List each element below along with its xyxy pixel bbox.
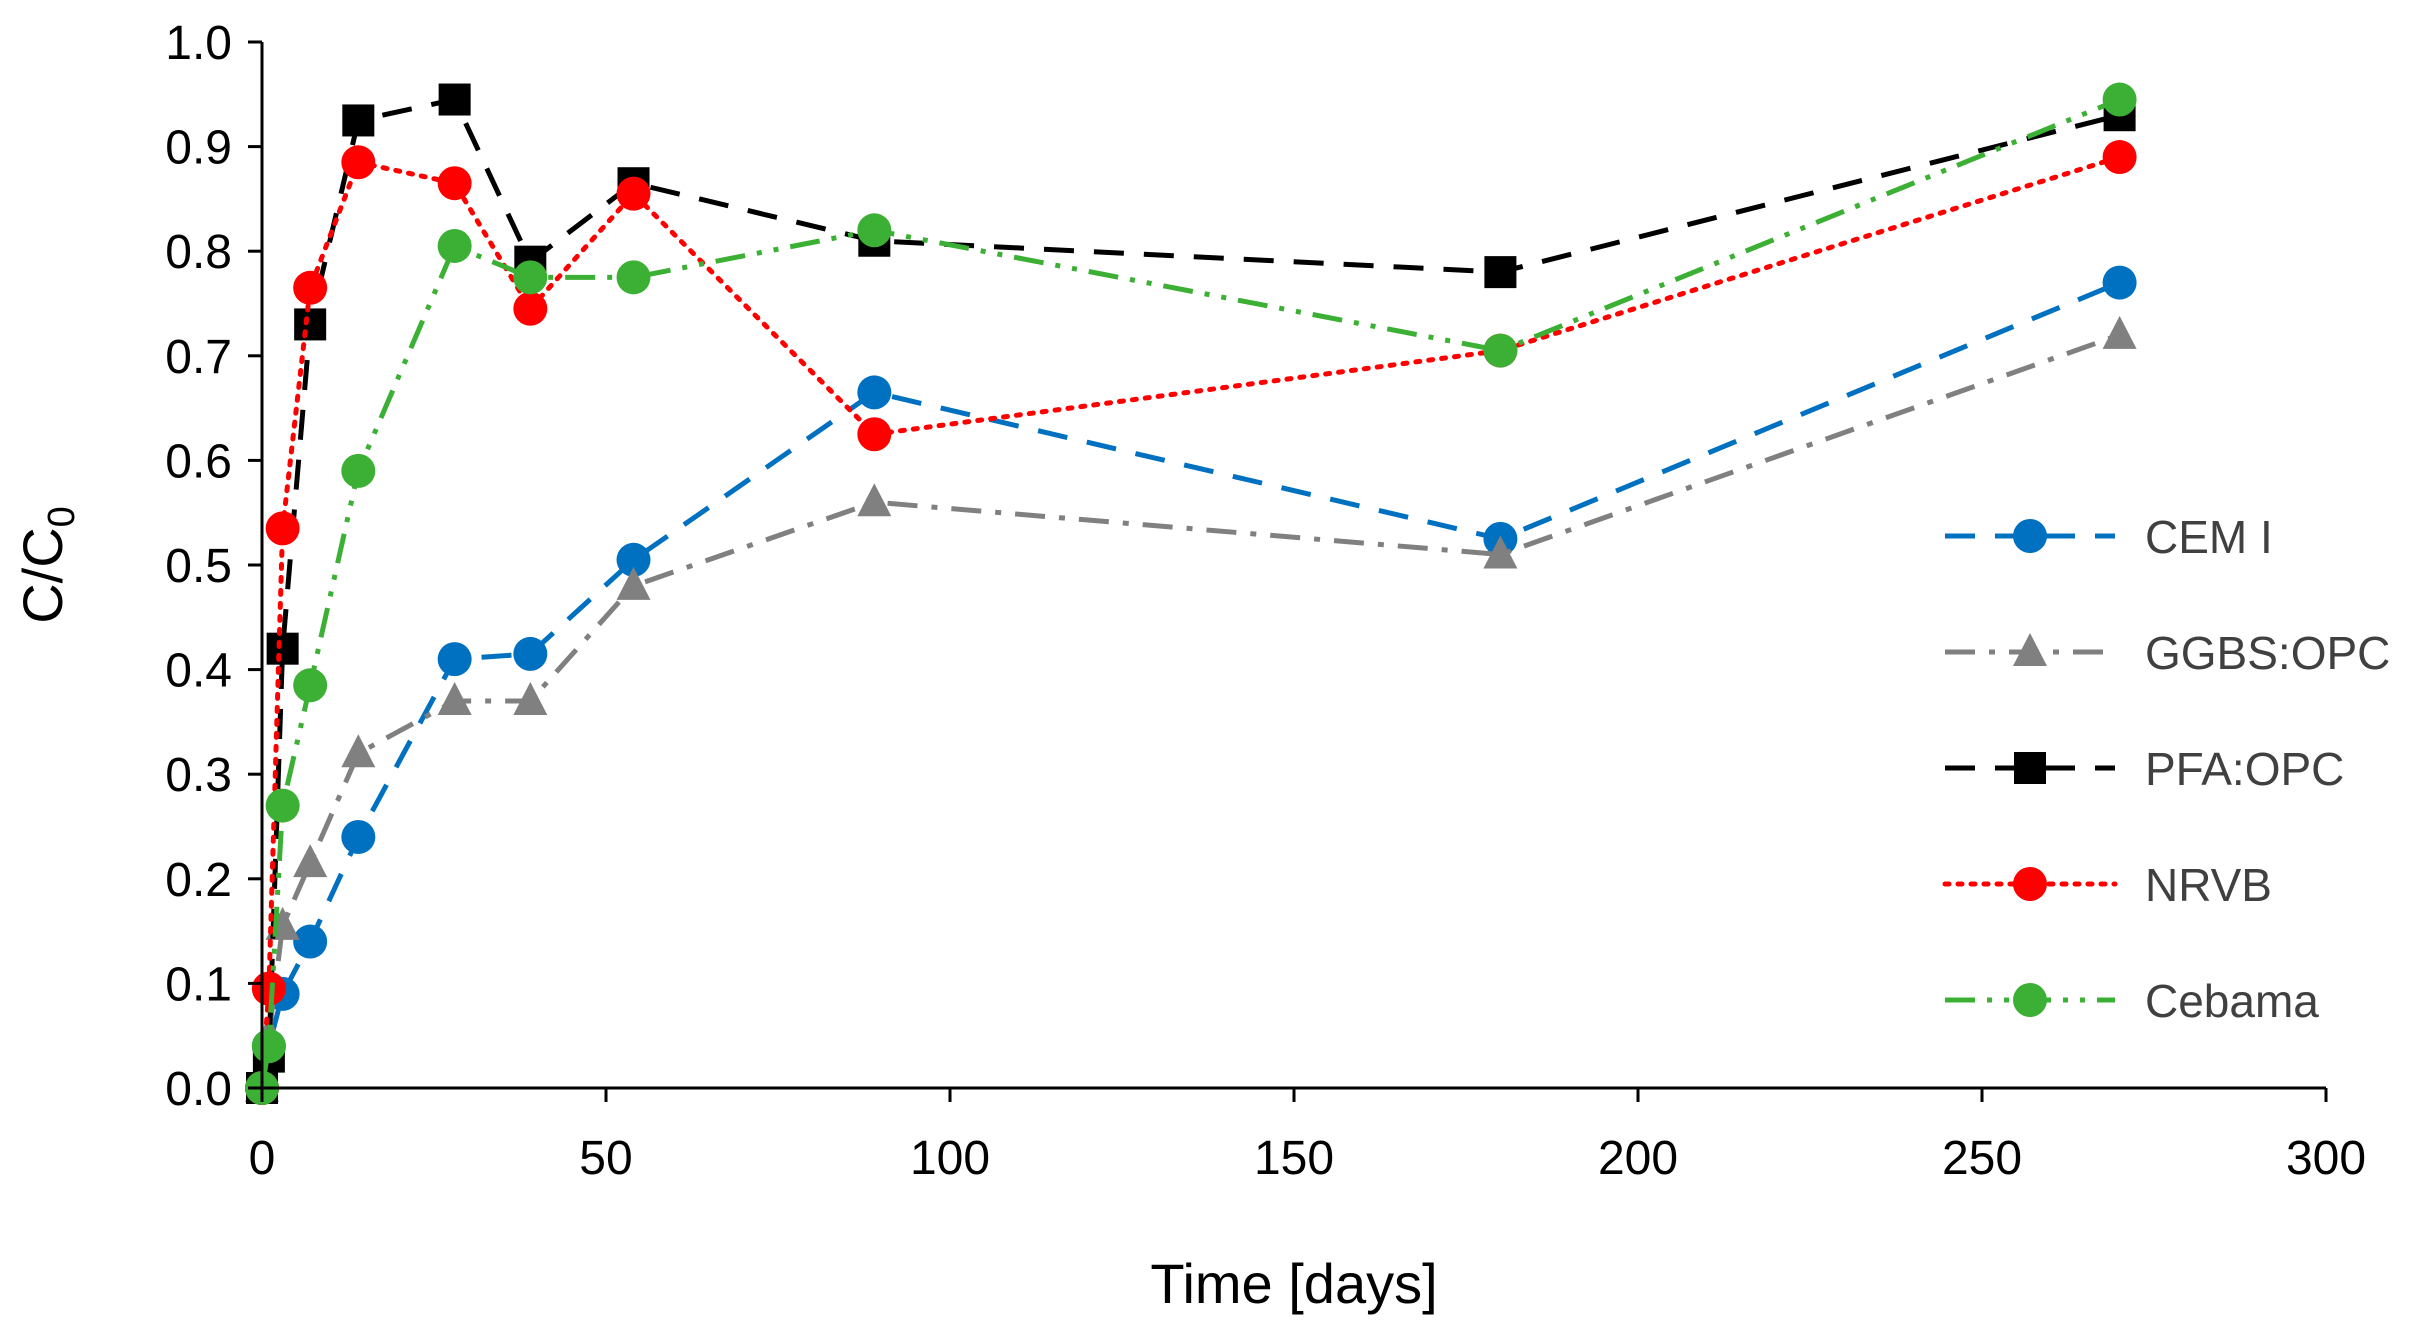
- x-tick-label: 100: [910, 1132, 990, 1185]
- data-point-nrvb: [293, 270, 328, 305]
- x-tick-label: 0: [249, 1132, 276, 1185]
- legend-label-pfa-opc: PFA:OPC: [2145, 743, 2344, 795]
- legend-item-nrvb: NRVB: [1942, 859, 2272, 911]
- x-axis-title: Time [days]: [1150, 1252, 1437, 1315]
- x-tick-label: 50: [579, 1132, 632, 1185]
- data-point-ggbs-opc: [2102, 315, 2137, 349]
- legend-label-nrvb: NRVB: [2145, 859, 2272, 911]
- data-point-pfa-opc: [342, 104, 375, 137]
- y-axis-title-main: C/C: [11, 527, 74, 623]
- data-point-cebama: [2102, 82, 2137, 117]
- legend-marker-cem-i: [2013, 519, 2047, 553]
- y-tick-label: 0.4: [165, 645, 232, 698]
- series-ggbs-opc: [245, 315, 2137, 1102]
- y-tick-label: 0.5: [165, 540, 232, 593]
- data-point-cem-i: [293, 924, 328, 959]
- data-point-cebama: [1483, 333, 1518, 368]
- y-tick-label: 1.0: [165, 17, 232, 70]
- legend-item-ggbs-opc: GGBS:OPC: [1945, 627, 2390, 679]
- series-nrvb: [245, 140, 2137, 1105]
- data-point-cebama: [265, 788, 300, 823]
- legend-label-cebama: Cebama: [2145, 975, 2319, 1027]
- data-point-cem-i: [437, 642, 472, 677]
- data-point-nrvb: [437, 166, 472, 201]
- data-point-cebama: [293, 668, 328, 703]
- y-tick-label: 0.6: [165, 435, 232, 488]
- legend-item-pfa-opc: PFA:OPC: [1945, 743, 2344, 795]
- data-point-ggbs-opc: [1483, 535, 1518, 569]
- x-tick-label: 200: [1598, 1132, 1678, 1185]
- data-point-cem-i: [513, 636, 548, 671]
- legend-marker-nrvb: [2013, 867, 2047, 901]
- legend-marker-cebama: [2013, 983, 2047, 1017]
- data-point-ggbs-opc: [437, 681, 472, 715]
- data-point-cem-i: [2102, 265, 2137, 300]
- x-ticks: 0 50 100 150 200 250 300: [249, 1088, 2366, 1185]
- data-point-pfa-opc: [438, 83, 471, 116]
- data-point-pfa-opc: [1484, 256, 1517, 289]
- axes: 0 50 100 150 200 250 300 0.0 0.1 0.2 0.3 0.4 0.5 0.6…: [165, 17, 2366, 1185]
- data-point-nrvb: [857, 417, 892, 452]
- y-tick-label: 0.3: [165, 749, 232, 802]
- data-point-ggbs-opc: [293, 844, 328, 878]
- legend-label-cem-i: CEM I: [2145, 511, 2273, 563]
- data-point-cem-i: [341, 819, 376, 854]
- data-point-nrvb: [251, 971, 286, 1006]
- x-tick-label: 150: [1254, 1132, 1334, 1185]
- data-point-ggbs-opc: [341, 734, 376, 768]
- x-tick-label: 300: [2286, 1132, 2366, 1185]
- data-point-cebama: [857, 213, 892, 248]
- data-point-pfa-opc: [294, 308, 327, 341]
- y-axis-title-subscript: 0: [41, 506, 83, 527]
- data-point-pfa-opc: [266, 632, 299, 665]
- y-tick-label: 0.8: [165, 226, 232, 279]
- y-ticks: 0.0 0.1 0.2 0.3 0.4 0.5 0.6 0.7 0.8 0.9 1.0: [165, 17, 262, 1116]
- data-point-nrvb: [2102, 140, 2137, 175]
- legend-item-cebama: Cebama: [1945, 975, 2319, 1027]
- y-tick-label: 0.7: [165, 331, 232, 384]
- y-tick-label: 0.2: [165, 854, 232, 907]
- data-point-nrvb: [616, 176, 651, 211]
- legend-marker-pfa-opc: [2014, 752, 2046, 784]
- series-line-nrvb: [259, 154, 2123, 1091]
- data-point-cebama: [513, 260, 548, 295]
- data-point-ggbs-opc: [616, 566, 651, 600]
- legend-label-ggbs-opc: GGBS:OPC: [2145, 627, 2390, 679]
- data-point-nrvb: [341, 145, 376, 180]
- data-point-ggbs-opc: [513, 681, 548, 715]
- data-point-cem-i: [857, 375, 892, 410]
- data-point-cebama: [437, 228, 472, 263]
- legend-item-cem-i: CEM I: [1945, 511, 2273, 563]
- y-axis-title: C/C0: [11, 506, 83, 624]
- y-tick-label: 0.1: [165, 958, 232, 1011]
- x-tick-label: 250: [1942, 1132, 2022, 1185]
- data-point-cebama: [251, 1029, 286, 1064]
- legend: CEM I GGBS:OPC PFA:OPC NRVB Cebama: [1942, 511, 2390, 1027]
- data-point-ggbs-opc: [857, 483, 892, 517]
- data-point-cem-i: [616, 542, 651, 577]
- data-point-nrvb: [265, 511, 300, 546]
- legend-marker-ggbs-opc: [2013, 633, 2047, 666]
- data-point-cebama: [341, 453, 376, 488]
- data-point-cebama: [616, 260, 651, 295]
- data-point-nrvb: [513, 291, 548, 326]
- y-tick-label: 0.0: [165, 1063, 232, 1116]
- series-pfa-opc: [246, 83, 2136, 1104]
- y-tick-label: 0.9: [165, 122, 232, 175]
